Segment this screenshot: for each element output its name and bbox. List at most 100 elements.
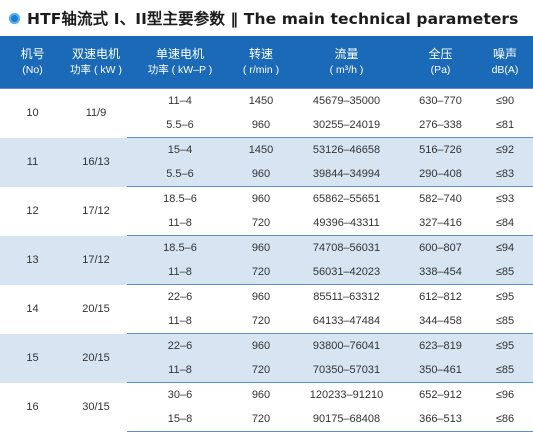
cell-speed: 960 — [233, 162, 289, 187]
cell-speed: 960 — [233, 284, 289, 309]
cell-flow: 70350–57031 — [289, 358, 404, 383]
cell-model-no: 14 — [0, 284, 65, 334]
table-body: 10 11/9 11–4 1450 45679–35000 630–770 ≤90 5.5–6… — [0, 88, 533, 432]
cell-model-no: 10 — [0, 88, 65, 138]
cell-noise: ≤94 — [477, 235, 533, 260]
page-title: HTF轴流式 I、II型主要参数 ‖ The main technical pa… — [27, 10, 519, 28]
cell-single-motor: 11–8 — [127, 211, 233, 236]
cell-flow: 56031–42023 — [289, 260, 404, 285]
cell-pressure: 344–458 — [404, 309, 477, 334]
header-model-no: 机号 (No) — [0, 36, 65, 89]
table-row: 14 20/15 22–6 960 85511–63312 612–812 ≤95 — [0, 284, 533, 334]
cell-flow: 49396–43311 — [289, 211, 404, 236]
cell-noise: ≤95 — [477, 333, 533, 358]
cell-single-motor: 22–6 — [127, 333, 233, 358]
cell-flow: 30255–24019 — [289, 113, 404, 138]
header-noise: 噪声 dB(A) — [477, 36, 533, 89]
cell-model-no: 13 — [0, 235, 65, 285]
header-single-motor: 单速电机 功率 ( kW–P ) — [127, 36, 233, 89]
cell-single-motor: 5.5–6 — [127, 113, 233, 138]
cell-dual-motor: 11/9 — [65, 88, 127, 138]
cell-flow: 90175–68408 — [289, 407, 404, 432]
cell-speed: 960 — [233, 333, 289, 358]
cell-model-no: 16 — [0, 382, 65, 432]
cell-noise: ≤84 — [477, 211, 533, 236]
table-row: 11–8 720 70350–57031 350–461 ≤85 — [0, 358, 533, 383]
cell-flow: 65862–55651 — [289, 186, 404, 211]
cell-dual-motor: 30/15 — [65, 382, 127, 432]
cell-pressure: 600–807 — [404, 235, 477, 260]
cell-noise: ≤83 — [477, 162, 533, 187]
cell-noise: ≤85 — [477, 358, 533, 383]
cell-single-motor: 11–8 — [127, 260, 233, 285]
cell-flow: 85511–63312 — [289, 284, 404, 309]
cell-flow: 120233–91210 — [289, 382, 404, 407]
cell-model-no: 12 — [0, 186, 65, 236]
header-row: 机号 (No) 双速电机 功率 ( kW ) 单速电机 功率 ( kW–P ) 转速(… — [0, 36, 533, 89]
cell-pressure: 582–740 — [404, 186, 477, 211]
cell-pressure: 276–338 — [404, 113, 477, 138]
table-row: 13 17/12 18.5–6 960 74708–56031 600–807 ≤94 — [0, 235, 533, 285]
cell-single-motor: 30–6 — [127, 382, 233, 407]
table-row: 11–8 720 64133–47484 344–458 ≤85 — [0, 309, 533, 334]
cell-noise: ≤86 — [477, 407, 533, 432]
cell-single-motor: 11–4 — [127, 88, 233, 113]
cell-single-motor: 22–6 — [127, 284, 233, 309]
cell-noise: ≤85 — [477, 260, 533, 285]
table-row: 5.5–6 960 39844–34994 290–408 ≤83 — [0, 162, 533, 187]
cell-speed: 1450 — [233, 137, 289, 162]
table-row: 11–8 720 56031–42023 338–454 ≤85 — [0, 260, 533, 285]
table-row: 11–8 720 49396–43311 327–416 ≤84 — [0, 211, 533, 236]
cell-pressure: 366–513 — [404, 407, 477, 432]
cell-flow: 74708–56031 — [289, 235, 404, 260]
title-bar: HTF轴流式 I、II型主要参数 ‖ The main technical pa… — [0, 0, 533, 36]
cell-single-motor: 15–4 — [127, 137, 233, 162]
cell-noise: ≤81 — [477, 113, 533, 138]
cell-noise: ≤85 — [477, 309, 533, 334]
cell-noise: ≤96 — [477, 382, 533, 407]
cell-flow: 93800–76041 — [289, 333, 404, 358]
cell-single-motor: 11–8 — [127, 358, 233, 383]
cell-dual-motor: 20/15 — [65, 284, 127, 334]
header-speed: 转速( r/min ) — [233, 36, 289, 89]
cell-dual-motor: 20/15 — [65, 333, 127, 383]
header-flow: 流量( m³/h ) — [289, 36, 404, 89]
table-row: 12 17/12 18.5–6 960 65862–55651 582–740 ≤93 — [0, 186, 533, 236]
cell-single-motor: 11–8 — [127, 309, 233, 334]
table-row: 10 11/9 11–4 1450 45679–35000 630–770 ≤90 — [0, 88, 533, 138]
cell-speed: 720 — [233, 260, 289, 285]
cell-flow: 64133–47484 — [289, 309, 404, 334]
cell-model-no: 11 — [0, 137, 65, 187]
cell-pressure: 290–408 — [404, 162, 477, 187]
cell-dual-motor: 17/12 — [65, 235, 127, 285]
cell-pressure: 630–770 — [404, 88, 477, 113]
cell-speed: 960 — [233, 113, 289, 138]
cell-pressure: 350–461 — [404, 358, 477, 383]
cell-pressure: 327–416 — [404, 211, 477, 236]
cell-speed: 720 — [233, 407, 289, 432]
cell-model-no: 15 — [0, 333, 65, 383]
cell-pressure: 652–912 — [404, 382, 477, 407]
cell-pressure: 623–819 — [404, 333, 477, 358]
table-row: 11 16/13 15–4 1450 53126–46658 516–726 ≤92 — [0, 137, 533, 187]
cell-speed: 960 — [233, 382, 289, 407]
cell-speed: 720 — [233, 309, 289, 334]
table-row: 5.5–6 960 30255–24019 276–338 ≤81 — [0, 113, 533, 138]
cell-speed: 1450 — [233, 88, 289, 113]
cell-noise: ≤90 — [477, 88, 533, 113]
cell-single-motor: 18.5–6 — [127, 186, 233, 211]
cell-flow: 53126–46658 — [289, 137, 404, 162]
cell-noise: ≤92 — [477, 137, 533, 162]
parameters-table: 机号 (No) 双速电机 功率 ( kW ) 单速电机 功率 ( kW–P ) 转速(… — [0, 36, 533, 432]
cell-single-motor: 5.5–6 — [127, 162, 233, 187]
cell-dual-motor: 16/13 — [65, 137, 127, 187]
cell-pressure: 338–454 — [404, 260, 477, 285]
cell-single-motor: 15–8 — [127, 407, 233, 432]
cell-speed: 960 — [233, 235, 289, 260]
header-dual-motor: 双速电机 功率 ( kW ) — [65, 36, 127, 89]
cell-speed: 960 — [233, 186, 289, 211]
cell-flow: 39844–34994 — [289, 162, 404, 187]
cell-single-motor: 18.5–6 — [127, 235, 233, 260]
cell-speed: 720 — [233, 211, 289, 236]
cell-dual-motor: 17/12 — [65, 186, 127, 236]
